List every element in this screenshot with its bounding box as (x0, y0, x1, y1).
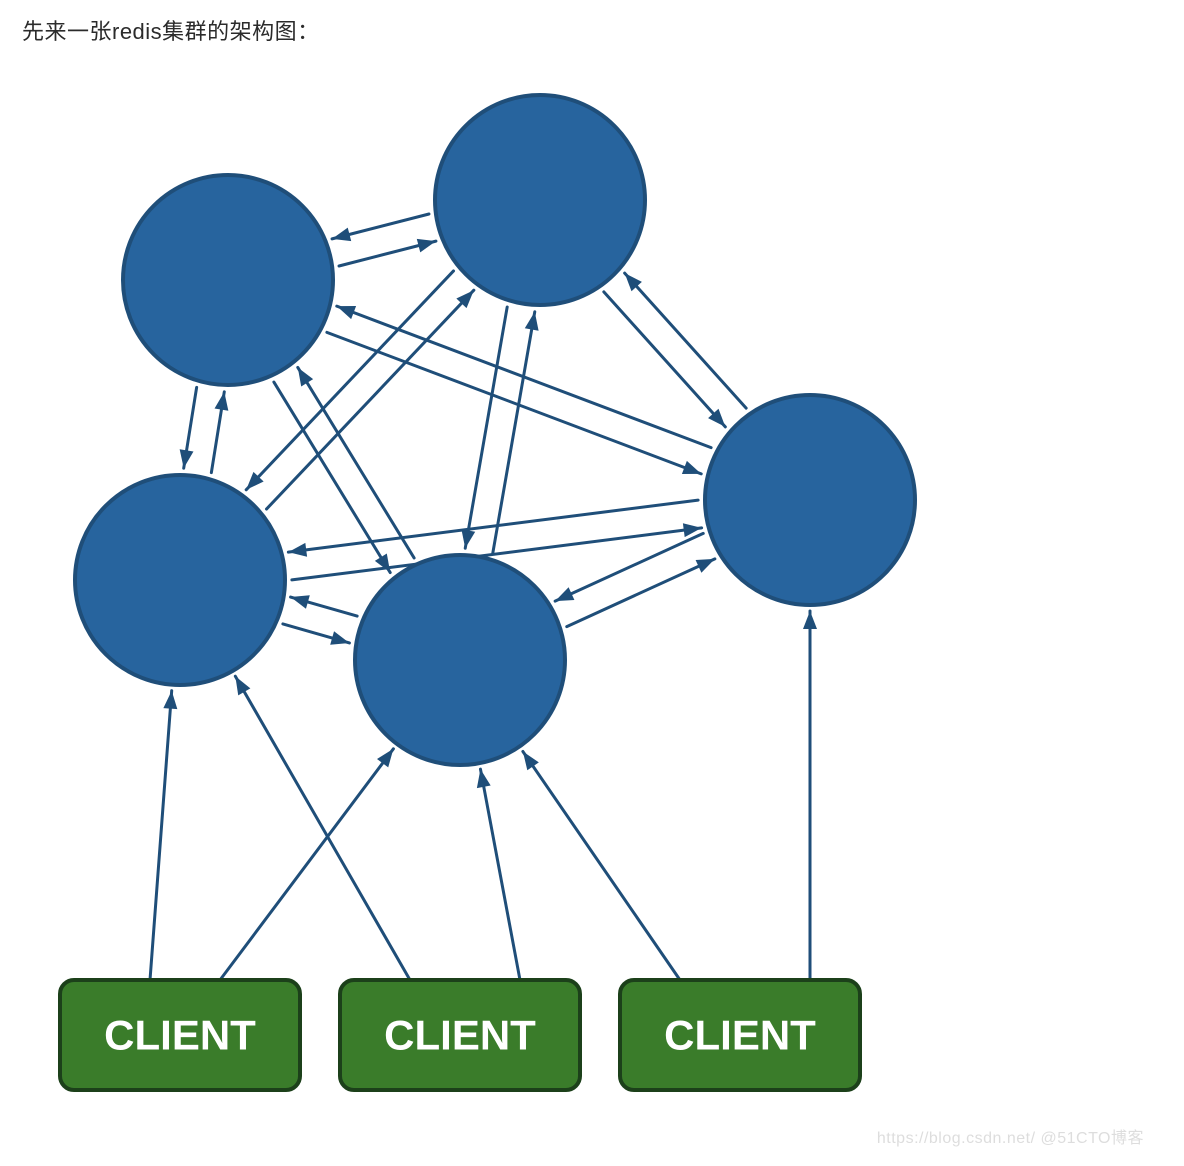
clients-layer: CLIENT CLIENT CLIENT (60, 980, 860, 1090)
client-arrow-c3-n4 (523, 751, 680, 980)
client-c1: CLIENT (60, 980, 300, 1090)
edge-n3-n2 (625, 273, 746, 408)
edge-n1-n5 (180, 387, 197, 468)
client-arrow-c1-n4 (220, 749, 393, 980)
page-title: 先来一张redis集群的架构图： (22, 14, 320, 46)
cluster-diagram: CLIENT CLIENT CLIENT (20, 70, 1020, 1130)
client-c2: CLIENT (340, 980, 580, 1090)
edge-n1-n2 (339, 239, 436, 266)
nodes-layer (75, 95, 915, 765)
cluster-node-n1 (123, 175, 333, 385)
edge-n1-n4 (274, 382, 390, 573)
client-label: CLIENT (664, 1012, 816, 1059)
cluster-node-n4 (355, 555, 565, 765)
edge-n2-n1 (332, 214, 429, 241)
edge-n4-n1 (298, 367, 414, 558)
watermark-text: https://blog.csdn.net/ @51CTO博客 (877, 1124, 1144, 1148)
cluster-node-n3 (705, 395, 915, 605)
client-label: CLIENT (384, 1012, 536, 1059)
edge-n4-n3 (567, 559, 715, 627)
cluster-node-n2 (435, 95, 645, 305)
client-arrow-c3-n3 (803, 611, 817, 980)
client-arrow-c1-n5 (150, 691, 177, 980)
client-arrow-c2-n4 (477, 769, 520, 980)
edge-n5-n4 (283, 624, 350, 645)
cluster-node-n5 (75, 475, 285, 685)
edge-n1-n3 (327, 332, 701, 474)
edge-n5-n1 (211, 392, 228, 473)
edge-n4-n5 (291, 595, 358, 616)
client-c3: CLIENT (620, 980, 860, 1090)
client-label: CLIENT (104, 1012, 256, 1059)
edge-n2-n3 (604, 292, 725, 427)
